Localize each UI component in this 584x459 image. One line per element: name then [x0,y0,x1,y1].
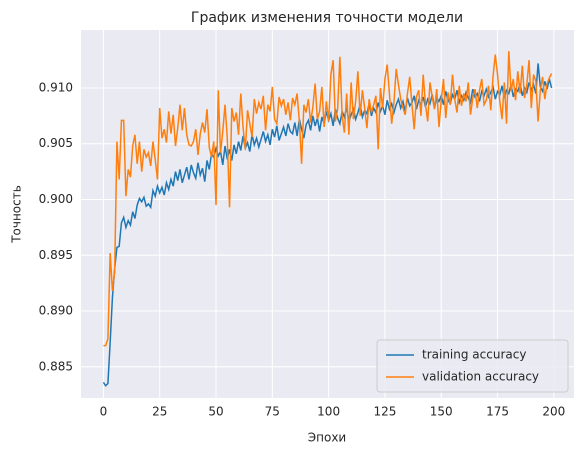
y-tick-label: 0.900 [39,192,73,206]
y-tick-label: 0.910 [39,80,73,94]
y-axis-label: Точность [10,185,24,244]
legend-label: validation accuracy [422,370,539,384]
x-tick-label: 150 [430,405,453,419]
x-tick-label: 75 [265,405,280,419]
legend-box [376,339,569,393]
x-tick-label: 100 [317,405,340,419]
x-tick-label: 50 [208,405,223,419]
y-tick-label: 0.905 [39,136,73,150]
x-tick-label: 0 [100,405,108,419]
x-tick-label: 25 [152,405,167,419]
x-tick-label: 200 [542,405,565,419]
x-tick-label: 175 [486,405,509,419]
series-line [103,51,553,347]
y-tick-label: 0.885 [39,359,73,373]
y-tick-label: 0.890 [39,304,73,318]
x-tick-label: 125 [373,405,396,419]
legend-label: training accuracy [422,348,526,362]
chart-title: График изменения точности модели [191,10,463,26]
y-tick-label: 0.895 [39,248,73,262]
x-axis-label: Эпохи [308,431,346,445]
